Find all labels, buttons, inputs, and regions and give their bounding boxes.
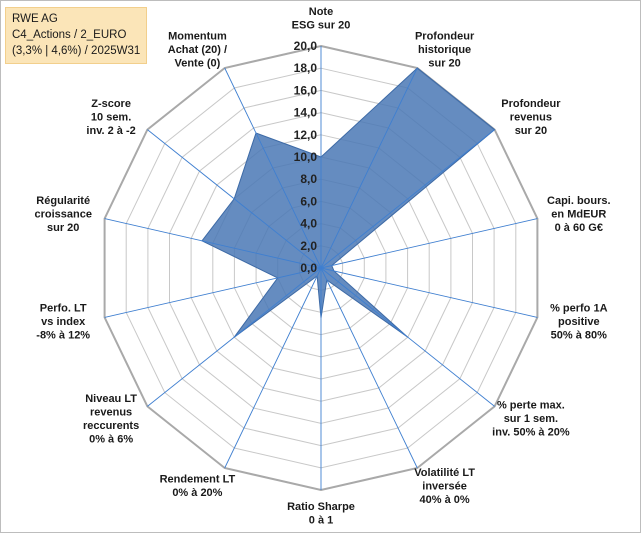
- axis-label-line: revenus: [90, 406, 132, 418]
- axis-spoke: [320, 67, 418, 269]
- axis-label-line: revenus: [510, 111, 552, 123]
- axis-label-line: % perte max.: [497, 400, 565, 412]
- axis-label-line: Rendement LT: [160, 474, 236, 486]
- axis-label-line: Profondeur: [415, 31, 475, 43]
- axis-label-line: 0% à 20%: [172, 487, 222, 499]
- axis-label-9: Niveau LT revenus reccurents 0% à 6%: [83, 393, 139, 446]
- axis-spoke: [224, 67, 322, 269]
- axis-label-line: reccurents: [83, 420, 139, 432]
- axis-label-line: 0 à 60 G€: [555, 222, 603, 234]
- axis-label-line: inv. 50% à 20%: [492, 427, 570, 439]
- axis-spoke: [147, 129, 322, 269]
- axis-label-line: Note: [309, 6, 333, 18]
- tick-label: 8,0: [300, 172, 317, 186]
- axis-label-line: Momentum: [168, 31, 227, 43]
- axis-spoke: [320, 267, 538, 318]
- axis-label-8: Rendement LT 0% à 20%: [160, 474, 236, 500]
- axis-label-line: -8% à 12%: [36, 330, 90, 342]
- info-box: RWE AG C4_Actions / 2_EURO (3,3% | 4,6%)…: [5, 7, 147, 64]
- tick-label: 18,0: [294, 61, 318, 75]
- axis-label-line: Z-score: [91, 98, 131, 110]
- axis-label-13: Momentum Achat (20) / Vente (0): [168, 31, 227, 70]
- axis-label-line: 0 à 1: [309, 515, 333, 527]
- axis-label-line: croissance: [34, 208, 91, 220]
- axis-label-line: Profondeur: [501, 98, 561, 110]
- axis-label-line: Vente (0): [174, 58, 220, 70]
- info-period: (3,3% | 4,6%) / 2025W31: [12, 45, 141, 57]
- axis-label-line: sur 20: [428, 58, 460, 70]
- axis-label-line: Régularité: [36, 195, 90, 207]
- axis-label-line: inversée: [422, 480, 467, 492]
- axis-label-line: sur 20: [47, 222, 79, 234]
- axis-spoke: [104, 267, 322, 318]
- tick-label: 16,0: [294, 83, 318, 97]
- axis-spoke: [104, 218, 322, 269]
- tick-label: 4,0: [300, 217, 317, 231]
- tick-label: 20,0: [294, 39, 318, 53]
- tick-label: 6,0: [300, 194, 317, 208]
- axis-label-11: Régularité croissance sur 20: [34, 195, 91, 234]
- axis-label-line: 0% à 6%: [89, 433, 133, 445]
- axis-label-line: sur 20: [515, 125, 547, 137]
- axis-label-1: Profondeur historique sur 20: [415, 31, 475, 70]
- axis-spoke: [320, 267, 495, 407]
- axis-label-line: Perfo. LT: [40, 303, 87, 315]
- axis-label-line: Capi. bours.: [547, 195, 611, 207]
- axis-spoke: [320, 267, 418, 469]
- axis-label-10: Perfo. LT vs index -8% à 12%: [36, 303, 90, 342]
- axis-label-line: % perfo 1A: [550, 303, 608, 315]
- tick-label: 0,0: [300, 261, 317, 275]
- axis-label-line: ESG sur 20: [292, 20, 351, 32]
- axis-label-line: inv. 2 à -2: [86, 125, 135, 137]
- axis-label-line: Volatilité LT: [414, 467, 475, 479]
- axis-spoke: [147, 267, 322, 407]
- tick-label: 12,0: [294, 128, 318, 142]
- spokes: [104, 46, 538, 490]
- axis-label-2: Profondeur revenus sur 20: [501, 98, 561, 137]
- axis-spoke: [224, 267, 322, 469]
- axis-label-4: % perfo 1A positive 50% à 80%: [550, 303, 608, 342]
- axis-label-line: Niveau LT: [85, 393, 137, 405]
- axis-label-line: 40% à 0%: [420, 494, 470, 506]
- axis-label-line: Ratio Sharpe: [287, 501, 355, 513]
- tick-label: 10,0: [294, 150, 318, 164]
- axis-label-3: Capi. bours. en MdEUR 0 à 60 G€: [547, 195, 611, 234]
- axis-spoke: [320, 218, 538, 269]
- info-category: C4_Actions / 2_EURO: [12, 29, 127, 41]
- axis-label-12: Z-score 10 sem. inv. 2 à -2: [86, 98, 135, 137]
- axis-label-5: % perte max. sur 1 sem. inv. 50% à 20%: [492, 400, 570, 439]
- axis-label-line: Achat (20) /: [168, 44, 227, 56]
- axis-spoke: [320, 129, 495, 269]
- axis-label-6: Volatilité LT inversée 40% à 0%: [414, 467, 475, 506]
- axis-label-line: vs index: [41, 316, 86, 328]
- axis-label-0: Note ESG sur 20: [292, 6, 351, 32]
- axis-label-line: historique: [418, 44, 471, 56]
- axis-label-line: en MdEUR: [551, 208, 606, 220]
- tick-label: 2,0: [300, 239, 317, 253]
- axis-label-line: 10 sem.: [91, 111, 131, 123]
- axis-label-line: 50% à 80%: [551, 330, 607, 342]
- info-company: RWE AG: [12, 13, 58, 25]
- axis-label-7: Ratio Sharpe 0 à 1: [287, 501, 355, 527]
- axis-label-line: sur 1 sem.: [504, 413, 558, 425]
- tick-labels: 0,0 2,0 4,0 6,0 8,0 10,0 12,0 14,0 16,0 18,0 20,0: [294, 39, 318, 275]
- axis-label-line: positive: [558, 316, 600, 328]
- tick-label: 14,0: [294, 106, 318, 120]
